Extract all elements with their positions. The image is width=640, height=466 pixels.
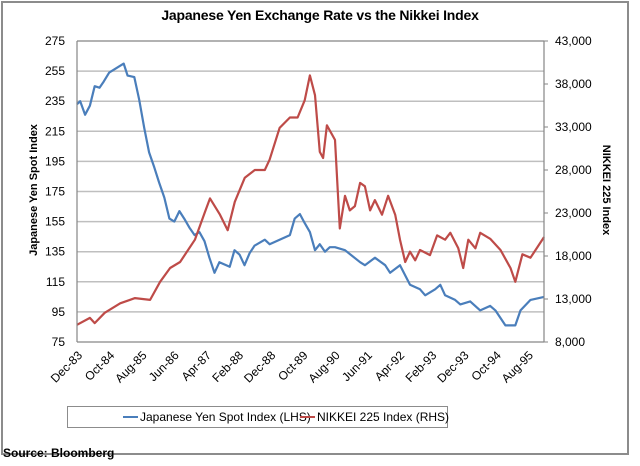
x-tick-label: Aug-85: [112, 348, 149, 385]
y-left-tick-label: 235: [45, 94, 65, 108]
x-tick-label: Apr-87: [179, 348, 215, 384]
y-right-tick-label: 33,000: [555, 120, 592, 134]
y-axis-right-title: NIKKEI 225 Index: [600, 145, 612, 236]
x-axis-ticks: Dec-83Oct-84Aug-85Jun-86Apr-87Feb-88Dec-…: [48, 348, 536, 385]
series-group: [76, 62, 545, 327]
chart-title: Japanese Yen Exchange Rate vs the Nikkei…: [161, 7, 479, 23]
y-left-tick-label: 155: [45, 215, 65, 229]
x-tick-label: Jun-86: [146, 348, 182, 384]
x-tick-label: Jun-91: [339, 348, 375, 384]
y-left-tick-label: 95: [52, 305, 66, 319]
x-tick-label: Aug-90: [306, 348, 343, 385]
source-note: Source: Bloomberg: [3, 446, 115, 460]
x-tick-label: Dec-83: [48, 348, 85, 385]
y-left-tick-label: 115: [46, 275, 65, 289]
legend-label-yen: Japanese Yen Spot Index (LHS): [140, 410, 311, 424]
y-left-tick-label: 275: [45, 34, 65, 48]
x-tick-label: Oct-84: [82, 348, 118, 384]
y-right-tick-label: 28,000: [555, 163, 592, 177]
y-left-tick-label: 255: [45, 64, 65, 78]
x-tick-label: Feb-88: [209, 348, 246, 385]
y-right-tick-label: 23,000: [555, 206, 592, 220]
axes: [76, 40, 545, 343]
y-axis-left-ticks: 275 255 235 215 195 175 155 135 115 95 75: [45, 34, 65, 349]
y-left-tick-label: 215: [45, 124, 65, 138]
y-left-tick-label: 135: [45, 245, 65, 259]
x-tick-label: Oct-94: [468, 348, 504, 384]
legend-swatch-yen: [123, 416, 138, 418]
legend-item-nikkei: NIKKEI 225 Index (RHS): [300, 410, 449, 424]
legend-swatch-nikkei: [300, 416, 315, 418]
y-left-tick-label: 175: [45, 185, 65, 199]
series-line-yen: [76, 62, 545, 327]
y-right-tick-label: 38,000: [555, 77, 592, 91]
y-right-tick-label: 18,000: [555, 249, 592, 263]
legend-label-nikkei: NIKKEI 225 Index (RHS): [317, 410, 450, 424]
y-right-tick-label: 8,000: [555, 335, 585, 349]
legend-item-yen: Japanese Yen Spot Index (LHS): [123, 410, 311, 424]
y-right-tick-label: 43,000: [555, 34, 592, 48]
y-left-tick-label: 195: [45, 154, 65, 168]
x-tick-label: Oct-89: [275, 348, 311, 384]
x-tick-label: Aug-95: [499, 348, 536, 385]
legend: Japanese Yen Spot Index (LHS) NIKKEI 225…: [67, 406, 449, 428]
x-tick-label: Dec-88: [241, 348, 278, 385]
x-tick-label: Feb-93: [403, 348, 440, 385]
x-tick-label: Apr-92: [372, 348, 408, 384]
y-left-tick-label: 75: [52, 335, 66, 349]
y-axis-right-ticks: 43,000 38,000 33,000 28,000 23,000 18,000 13,0…: [544, 34, 592, 349]
y-axis-left-title: Japanese Yen Spot Index: [28, 123, 40, 256]
series-line-nikkei: [76, 74, 545, 326]
y-right-tick-label: 13,000: [555, 292, 592, 306]
x-tick-label: Dec-93: [434, 348, 471, 385]
